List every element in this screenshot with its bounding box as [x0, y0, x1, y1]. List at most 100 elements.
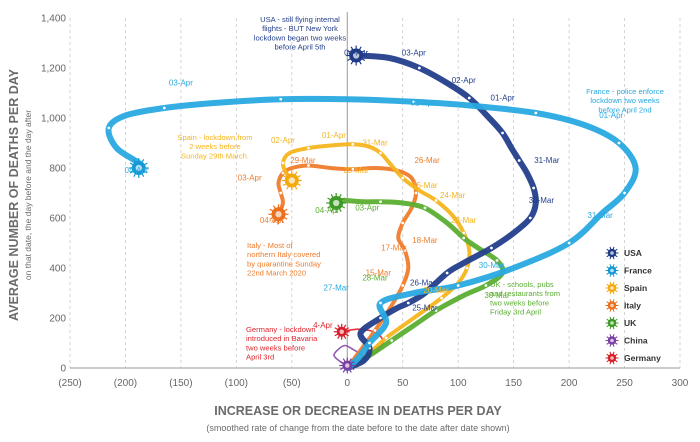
point-label: 17-Mar [381, 244, 407, 253]
point-label: 01-Apr [491, 94, 515, 103]
point-label: 25-Mar [412, 181, 438, 190]
legend-label: China [624, 336, 648, 346]
legend-label: Italy [624, 301, 641, 311]
axes: (250) (200) (150) (100) (50) 0 50 100 150 200 250 3… [41, 12, 689, 389]
series-point [279, 97, 283, 101]
end-marker-france [128, 158, 149, 178]
series-point [462, 231, 466, 235]
series-point [462, 236, 466, 240]
x-tick-label: 100 [450, 378, 467, 389]
series-point [281, 161, 285, 165]
series-point [528, 216, 532, 220]
series-point [307, 164, 310, 167]
y-tick-label: 600 [49, 214, 66, 225]
series-point [401, 284, 405, 287]
x-tick-label: (200) [114, 378, 137, 389]
point-label: 03-Apr [169, 79, 193, 88]
y-axis-title: AVERAGE NUMBER OF DEATHS PER DAY [7, 68, 21, 321]
legend-label: USA [624, 248, 642, 258]
point-label: 25-Mar [412, 304, 438, 313]
series-point [567, 241, 571, 245]
series-line-spain [280, 142, 472, 370]
point-label: 27-Mar [324, 284, 350, 293]
point-label: 04-Apr [125, 166, 149, 175]
series-point [379, 316, 382, 320]
annotation-spain: 2 weeks before [189, 142, 241, 151]
x-tick-label: 250 [616, 378, 633, 389]
point-label: 29-Mar [290, 156, 316, 165]
point-label: 03-Apr [238, 174, 262, 183]
end-marker-germany [333, 323, 350, 340]
series-point [373, 329, 377, 332]
x-tick-label: (250) [58, 378, 81, 389]
series-point [456, 284, 460, 287]
point-label: 15-Mar [366, 269, 392, 278]
point-label: 23-Mar [451, 216, 477, 225]
point-label: 28-Mar [362, 274, 388, 283]
x-tick-label: 150 [505, 378, 522, 389]
x-tick-label: (150) [169, 378, 192, 389]
series-line-italy [276, 163, 418, 370]
point-label: 30-Mar [529, 196, 555, 205]
point-label: 26-Mar [410, 279, 436, 288]
point-label: 20-Mar [423, 286, 449, 295]
point-labels: 04-Apr 03-Apr 02-Apr 01-Apr 31-Mar 30-Mar 26-M… [125, 49, 624, 331]
series-point [417, 66, 421, 70]
y-axis-subtitle: on that date, the day before and the day… [23, 110, 33, 280]
point-label: 04-Apr [260, 216, 284, 225]
series-point [617, 141, 621, 145]
end-marker-china [339, 357, 356, 374]
series-point [517, 159, 521, 162]
series-point [412, 100, 416, 104]
annotation-usa: USA - still flying internal [260, 15, 340, 24]
point-label: 26-Mar [414, 156, 440, 165]
end-marker-uk [326, 193, 347, 213]
legend-item-spain: Spain [605, 281, 647, 295]
series-point [279, 191, 283, 195]
legend-item-germany: Germany [605, 351, 661, 365]
annotation-germany: introduced in Bavaria [246, 334, 318, 343]
grid-lines [69, 18, 681, 368]
annotation-spain: Spain - lockdown from [177, 133, 252, 142]
annotation-uk: two weeks before [490, 298, 549, 307]
annotation-italy: 22nd March 2020 [247, 269, 306, 278]
series-point [445, 271, 449, 275]
series-point [379, 200, 382, 204]
point-label: 02-Apr [411, 99, 435, 108]
point-label: 29-Mar [343, 166, 369, 175]
marker-core [288, 177, 295, 184]
annotation-uk: and restaurants from [490, 289, 560, 298]
marker-core [345, 363, 350, 368]
point-label: 02-Apr [452, 76, 476, 85]
end-marker-italy [268, 204, 289, 225]
marker-core [352, 52, 360, 59]
legend-marker-core [610, 268, 614, 273]
point-label: 03-Apr [355, 204, 379, 213]
series-line-france [105, 95, 639, 371]
x-tick-label: 300 [672, 378, 689, 389]
annotation-italy: northern Italy covered [247, 250, 320, 259]
annotation-spain: Sunday 29th March. [181, 151, 249, 160]
x-tick-label: 200 [561, 378, 578, 389]
annotation-usa: lockdown began two weeks [254, 33, 347, 42]
series-point [623, 191, 626, 195]
annotation-uk: Friday 3rd April [490, 308, 541, 317]
point-label: 01-Apr [599, 111, 623, 120]
annotation-usa: flights - BUT New York [262, 24, 338, 33]
annotation-italy: Italy - Most of [247, 241, 293, 250]
y-tick-label: 800 [49, 164, 66, 175]
legend-item-china: China [605, 334, 648, 347]
point-label: 30-Mar [479, 261, 505, 270]
point-label: 04-Apr [344, 49, 368, 58]
x-tick-label: (100) [225, 378, 248, 389]
legend-marker-core [610, 356, 614, 360]
legend-marker-core [610, 286, 614, 290]
series-point [307, 146, 310, 150]
series-point [434, 199, 438, 202]
legend-item-italy: Italy [605, 299, 641, 312]
series-point [484, 284, 488, 287]
series-point [423, 206, 427, 210]
series-point [434, 309, 438, 312]
